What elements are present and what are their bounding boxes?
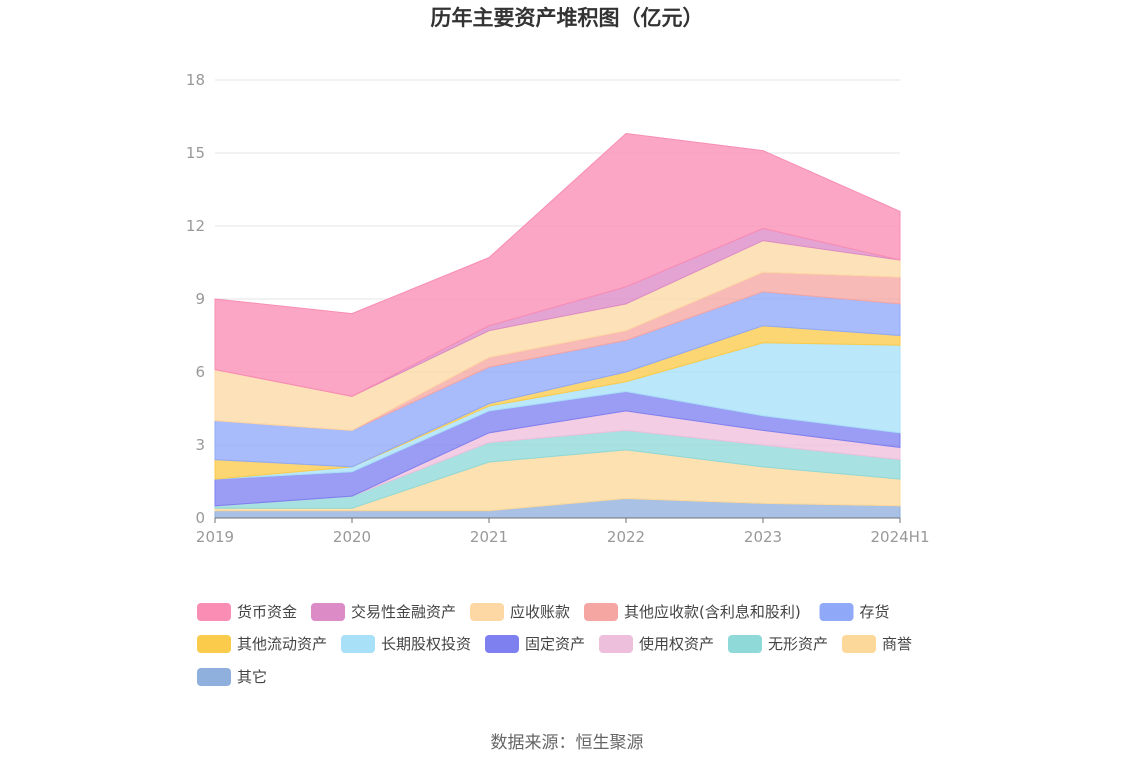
y-tick-label: 6 [195,363,205,381]
legend-item[interactable]: 固定资产 [485,635,585,653]
y-tick-label: 3 [195,436,205,454]
chart-title: 历年主要资产堆积图（亿元） [431,6,704,30]
legend-swatch [819,603,854,621]
legend-label: 商誉 [882,635,912,653]
legend-swatch [842,635,876,653]
legend-item[interactable]: 其它 [197,668,267,686]
legend-swatch [584,603,618,621]
x-tick-label: 2019 [196,528,234,546]
y-tick-label: 0 [195,509,205,527]
legend-label: 其他应收款(含利息和股利) [624,603,801,621]
legend-label: 其他流动资产 [237,635,327,653]
legend-swatch [197,668,231,686]
x-tick-label: 2024H1 [871,528,930,546]
legend-item[interactable]: 存货 [819,603,890,621]
x-tick-label: 2021 [470,528,508,546]
legend-swatch [728,635,762,653]
legend-label: 交易性金融资产 [351,603,456,621]
data-source: 数据来源：恒生聚源 [490,733,644,753]
y-tick-label: 9 [195,290,205,308]
legend-swatch [311,603,345,621]
legend-item[interactable]: 其他流动资产 [197,635,327,653]
legend-label: 存货 [860,603,890,621]
area-series-11 [214,133,901,397]
legend-item[interactable]: 使用权资产 [599,635,714,653]
legend-swatch [341,635,375,653]
legend-label: 应收账款 [510,603,570,621]
legend-label: 固定资产 [525,635,585,653]
legend-item[interactable]: 无形资产 [728,635,828,653]
axes: 0 3 6 9 12 15 18 2019 2020 2021 2022 2023 2024H1 [186,71,930,546]
legend-item[interactable]: 其他应收款(含利息和股利) [584,603,801,621]
legend-swatch [599,635,633,653]
area-series [214,133,901,519]
legend-label: 长期股权投资 [381,635,471,653]
legend-label: 其它 [237,668,267,686]
legend-item[interactable]: 商誉 [842,635,912,653]
legend-item[interactable]: 应收账款 [470,603,570,621]
legend-item[interactable]: 交易性金融资产 [311,603,456,621]
x-tick-label: 2022 [607,528,645,546]
legend-label: 无形资产 [768,635,828,653]
legend-item[interactable]: 长期股权投资 [341,635,471,653]
x-tick-label: 2020 [333,528,371,546]
legend-swatch [485,635,519,653]
legend-item[interactable]: 货币资金 [197,603,297,621]
legend-swatch [197,635,231,653]
legend-label: 货币资金 [237,603,297,621]
legend-label: 使用权资产 [639,635,714,653]
y-tick-label: 18 [186,71,205,89]
y-tick-label: 15 [186,144,205,162]
legend-swatch [197,603,231,621]
x-tick-label: 2023 [744,528,782,546]
y-tick-label: 12 [186,217,205,235]
legend-swatch [470,603,504,621]
